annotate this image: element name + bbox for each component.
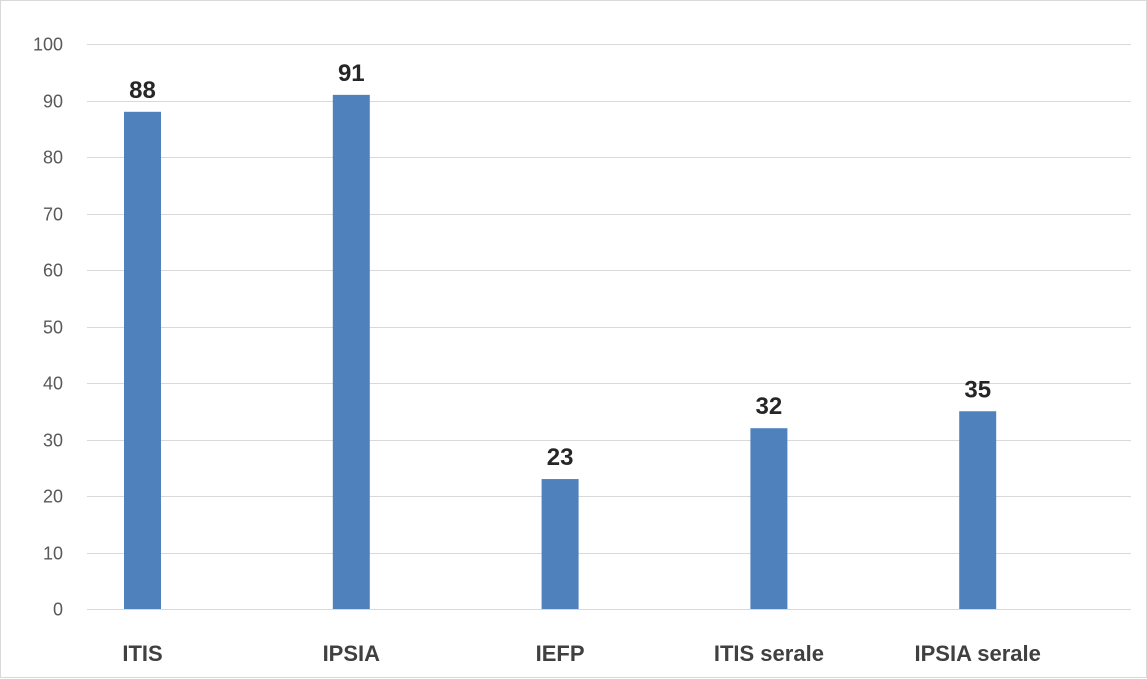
y-tick-label: 90 [43,92,63,112]
bar-itis [124,111,161,610]
y-tick-label: 30 [43,431,63,451]
bar-ipsia-serale [959,411,997,609]
x-category-label: ITIS [122,641,162,666]
data-label: 23 [547,444,574,471]
bar-itis-serale [750,428,788,609]
x-category-label: IEFP [536,641,585,666]
y-tick-label: 50 [43,318,63,338]
y-axis-tick-labels: 0 10 20 30 40 50 60 70 80 90 100 [33,35,63,620]
bar-ipsia [332,94,370,610]
data-labels: 88 91 23 32 35 [129,60,991,471]
y-tick-label: 40 [43,374,63,394]
x-category-label: IPSIA [323,641,381,666]
x-category-label: IPSIA serale [915,641,1041,666]
data-label: 32 [756,393,783,420]
y-tick-label: 100 [33,35,63,55]
data-label: 35 [964,376,991,403]
bars [124,94,997,610]
gridlines [87,44,1131,610]
data-label: 88 [129,77,156,104]
bar-iefp [541,479,579,609]
data-label: 91 [338,60,365,87]
x-category-label: ITIS serale [714,641,824,666]
y-tick-label: 10 [43,544,63,564]
y-tick-label: 70 [43,205,63,225]
y-tick-label: 80 [43,148,63,168]
y-tick-label: 20 [43,487,63,507]
y-tick-label: 0 [53,600,63,620]
x-axis-category-labels: ITIS IPSIA IEFP ITIS serale IPSIA serale [122,641,1041,666]
y-tick-label: 60 [43,261,63,281]
